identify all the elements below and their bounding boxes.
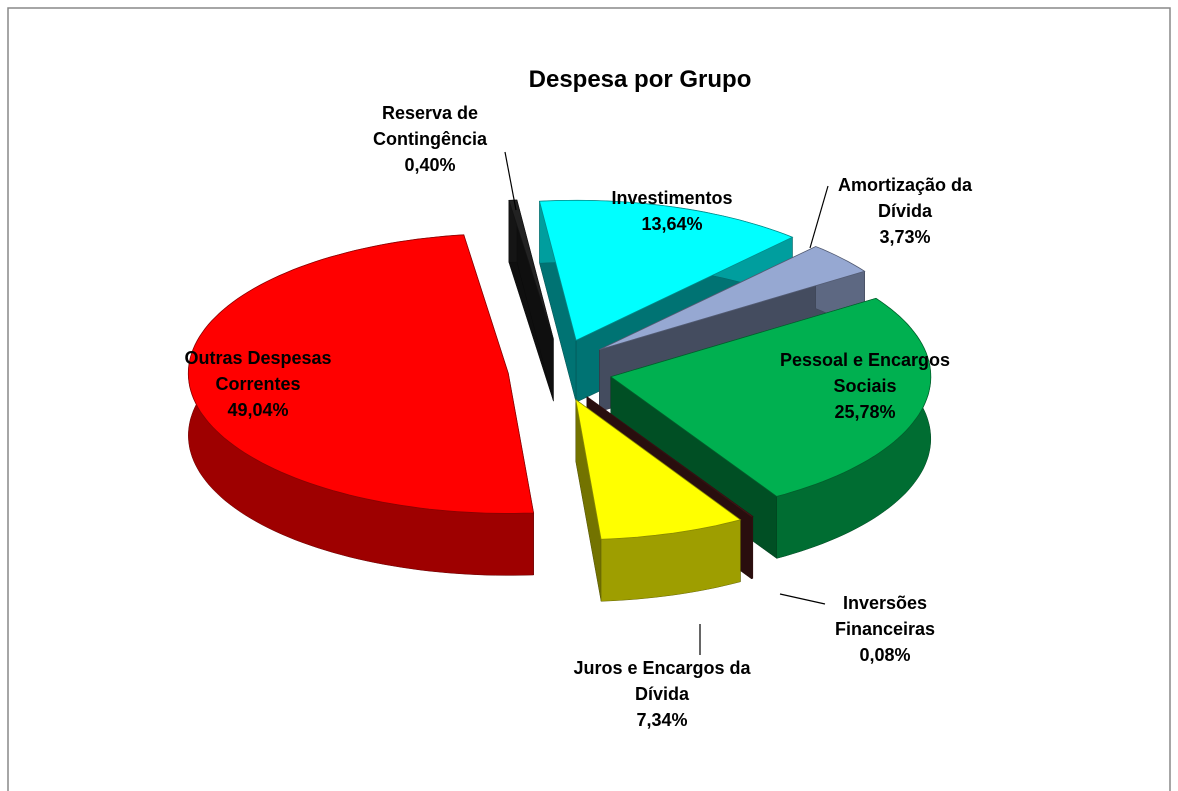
leader-line bbox=[809, 185, 829, 249]
value-label: 13,64% bbox=[641, 214, 703, 234]
leader-line bbox=[504, 151, 517, 211]
category-label: Amortização da Dívida bbox=[837, 175, 973, 221]
data-label: Juros e Encargos da Dívida 7,34% bbox=[547, 655, 777, 733]
data-label: Pessoal e Encargos Sociais 25,78% bbox=[775, 347, 955, 425]
category-label: Investimentos bbox=[611, 188, 733, 208]
value-label: 0,08% bbox=[859, 645, 911, 665]
category-label: Juros e Encargos da Dívida bbox=[573, 658, 751, 704]
slice bbox=[187, 234, 535, 514]
value-label: 0,40% bbox=[404, 155, 456, 175]
slice bbox=[538, 199, 794, 341]
category-label: Outras Despesas Correntes bbox=[184, 348, 332, 394]
slice bbox=[575, 398, 742, 540]
slice-wall bbox=[751, 516, 754, 580]
category-label: Pessoal e Encargos Sociais bbox=[779, 350, 951, 396]
data-label: Investimentos 13,64% bbox=[587, 185, 757, 237]
chart-title: Despesa por Grupo bbox=[528, 66, 752, 93]
slice bbox=[599, 246, 866, 350]
value-label: 3,73% bbox=[879, 227, 931, 247]
slice bbox=[508, 199, 554, 340]
category-label: Inversões Financeiras bbox=[834, 593, 936, 639]
value-label: 49,04% bbox=[227, 400, 289, 420]
category-label: Reserva de Contingência bbox=[372, 103, 487, 149]
value-label: 7,34% bbox=[636, 710, 688, 730]
value-label: 25,78% bbox=[834, 402, 896, 422]
data-label: Inversões Financeiras 0,08% bbox=[815, 590, 955, 668]
data-label: Reserva de Contingência 0,40% bbox=[350, 100, 510, 178]
slice bbox=[609, 297, 932, 497]
data-label: Outras Despesas Correntes 49,04% bbox=[173, 345, 343, 423]
slice bbox=[586, 396, 754, 518]
leader-line bbox=[779, 593, 826, 605]
data-label: Amortização da Dívida 3,73% bbox=[815, 172, 995, 250]
